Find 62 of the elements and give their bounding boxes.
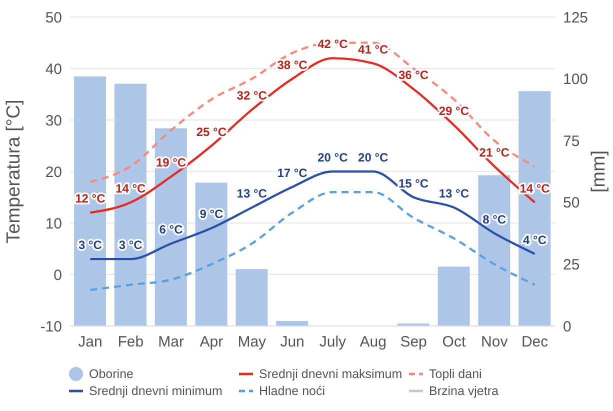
- data-label: 3 °C: [78, 238, 102, 252]
- data-label: 14 °C: [520, 181, 550, 196]
- legend-label: Oborine: [89, 367, 134, 381]
- y-tick-label: 20: [45, 164, 62, 181]
- data-label: 4 °C: [523, 232, 547, 247]
- data-label: 20 °C: [318, 150, 348, 164]
- data-label: 14 °C: [116, 181, 146, 196]
- data-label: 38 °C: [277, 58, 308, 72]
- x-tick-label: May: [238, 334, 267, 351]
- y2-tick-label: 125: [563, 9, 588, 26]
- data-label: 15 °C: [398, 176, 429, 190]
- x-tick-label: Nov: [481, 334, 508, 351]
- data-label: 41 °C: [358, 42, 389, 56]
- bar: [438, 266, 470, 326]
- data-label: 17 °C: [277, 166, 308, 180]
- y2-tick-label: 100: [563, 71, 588, 88]
- data-label: 20 °C: [358, 150, 389, 164]
- data-label: 13 °C: [236, 186, 268, 201]
- data-label: 9 °C: [200, 207, 224, 222]
- legend-label: Srednji dnevni maksimum: [259, 367, 402, 381]
- data-label: 25 °C: [196, 124, 227, 139]
- x-tick-label: Dec: [521, 334, 549, 351]
- y-tick-label: -10: [40, 318, 62, 336]
- y2-tick-label: 75: [563, 132, 580, 150]
- x-tick-label: July: [319, 334, 347, 351]
- data-label: 13 °C: [438, 186, 470, 201]
- x-tick-label: Oct: [442, 334, 466, 351]
- data-label: 29 °C: [438, 104, 470, 118]
- bar: [195, 182, 228, 326]
- y-tick-label: 50: [45, 9, 62, 26]
- x-tick-label: Jan: [78, 334, 102, 351]
- y2-tick-label: 25: [563, 256, 580, 274]
- y-axis-title: Temperatura [°C]: [4, 100, 24, 244]
- data-label: 12 °C: [75, 192, 106, 206]
- x-tick-label: Sep: [400, 334, 427, 351]
- y2-tick-label: 50: [563, 194, 580, 212]
- y-tick-label: 10: [45, 215, 62, 232]
- legend-label: Topli dani: [429, 367, 482, 381]
- data-label: 19 °C: [156, 156, 186, 170]
- bar: [518, 91, 551, 326]
- y-tick-label: 30: [45, 112, 62, 130]
- x-tick-label: Jun: [280, 334, 304, 351]
- data-label: 3 °C: [118, 238, 143, 252]
- y2-tick-label: 0: [563, 318, 572, 336]
- y-tick-label: 40: [45, 60, 62, 78]
- data-label: 6 °C: [159, 222, 184, 237]
- x-tick-label: Mar: [158, 334, 184, 351]
- x-tick-label: Apr: [200, 334, 224, 351]
- legend-label: Brzina vjetra: [429, 384, 498, 398]
- bar: [74, 76, 106, 326]
- y2-axis-title: [mm]: [588, 150, 610, 193]
- bar: [276, 321, 308, 326]
- bar: [478, 175, 510, 326]
- y-tick-label: 0: [54, 266, 62, 284]
- bar: [236, 269, 268, 326]
- legend-label: Hladne noći: [259, 384, 326, 398]
- data-label: 8 °C: [482, 212, 506, 226]
- data-label: 36 °C: [398, 68, 429, 82]
- x-tick-label: Aug: [360, 334, 386, 351]
- x-tick-label: Feb: [118, 334, 144, 351]
- data-label: 32 °C: [236, 88, 268, 103]
- legend-label: Srednji dnevni minimum: [89, 384, 222, 398]
